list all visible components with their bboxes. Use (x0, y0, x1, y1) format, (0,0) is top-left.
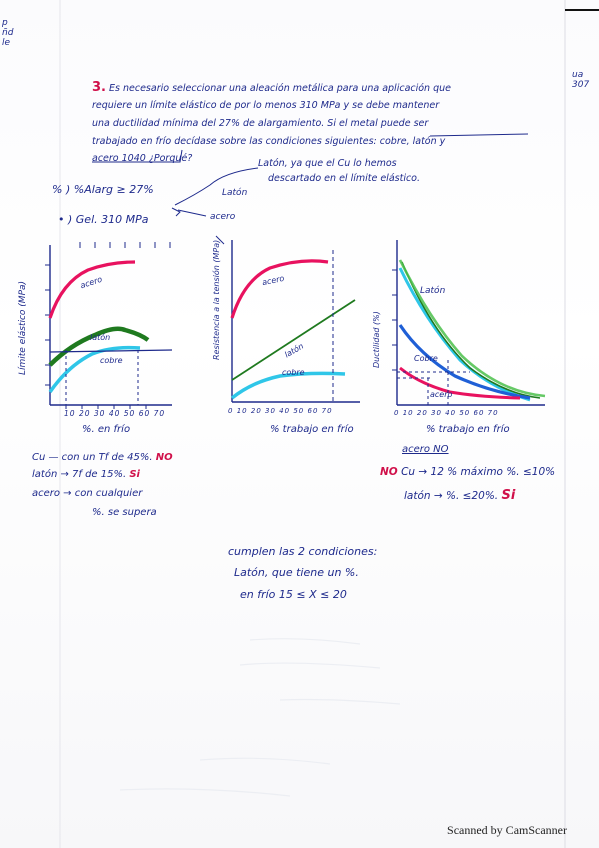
scanner-footer: Scanned by CamScanner (447, 823, 567, 837)
g1-label-laton: latón (90, 333, 111, 342)
g3-xlabel: % trabajo en frío (426, 424, 510, 435)
g1-xticks: 10 20 30 40 50 60 70 (64, 409, 166, 418)
conclusion-line-2: Latón, que tiene un %. (234, 566, 359, 579)
verdict-right-cu: NO (380, 466, 398, 478)
conclusion-line-1: cumplen las 2 condiciones: (228, 545, 378, 558)
g2-xlabel: % trabajo en frío (270, 424, 354, 435)
arrow-label-acero: acero (210, 212, 236, 222)
result-acero-l1: acero → con cualquier (32, 488, 143, 499)
result-right-acero: acero NO (402, 444, 449, 455)
problem-number: 3. (92, 80, 106, 95)
g1-xlabel: %. en frío (82, 424, 131, 435)
verdict-right-laton: Si (501, 488, 516, 503)
result-acero-l2: %. se supera (92, 507, 157, 518)
verdict-laton: Si (129, 469, 140, 480)
g3-label-laton: Latón (420, 286, 446, 296)
g3-label-cobre: Cobre (414, 354, 438, 363)
result-right-cu: NO Cu → 12 % máximo %. ≤10% (380, 466, 556, 478)
problem-line-3: una ductilidad mínima del 27% de alargam… (92, 118, 429, 129)
answer-note-line1: Latón, ya que el Cu lo hemos (258, 158, 397, 169)
g2-xticks: 0 10 20 30 40 50 60 70 (228, 407, 333, 415)
arrow-label-laton: Latón (222, 188, 248, 198)
result-right-laton: latón → %. ≤20%. Si (404, 488, 516, 503)
result-laton: latón → 7f de 15%. Si (32, 469, 140, 480)
answer-note-line2: descartado en el límite elástico. (268, 173, 421, 184)
g2-label-cobre: cobre (282, 368, 305, 377)
result-cu: Cu — con un Tf de 45%. NO (32, 452, 173, 463)
problem-line-5: acero 1040 ¿Porqué? (92, 153, 193, 164)
criterion-yield: • ) Gel. 310 MPa (58, 213, 149, 226)
criterion-ductility: % ) %Alarg ≥ 27% (52, 183, 154, 196)
g1-label-cobre: cobre (100, 356, 123, 365)
g3-xticks: 0 10 20 30 40 50 60 70 (394, 409, 499, 417)
verdict-cu: NO (155, 452, 173, 463)
problem-line-2: requiere un límite elástico de por lo me… (92, 100, 440, 111)
problem-line-4: trabajado en frío decídase sobre las con… (92, 136, 446, 147)
conclusion-line-3: en frío 15 ≤ X ≤ 20 (240, 588, 347, 601)
problem-line-1: 3. Es necesario seleccionar una aleación… (92, 80, 451, 95)
g3-label-acero: acero (430, 390, 453, 399)
